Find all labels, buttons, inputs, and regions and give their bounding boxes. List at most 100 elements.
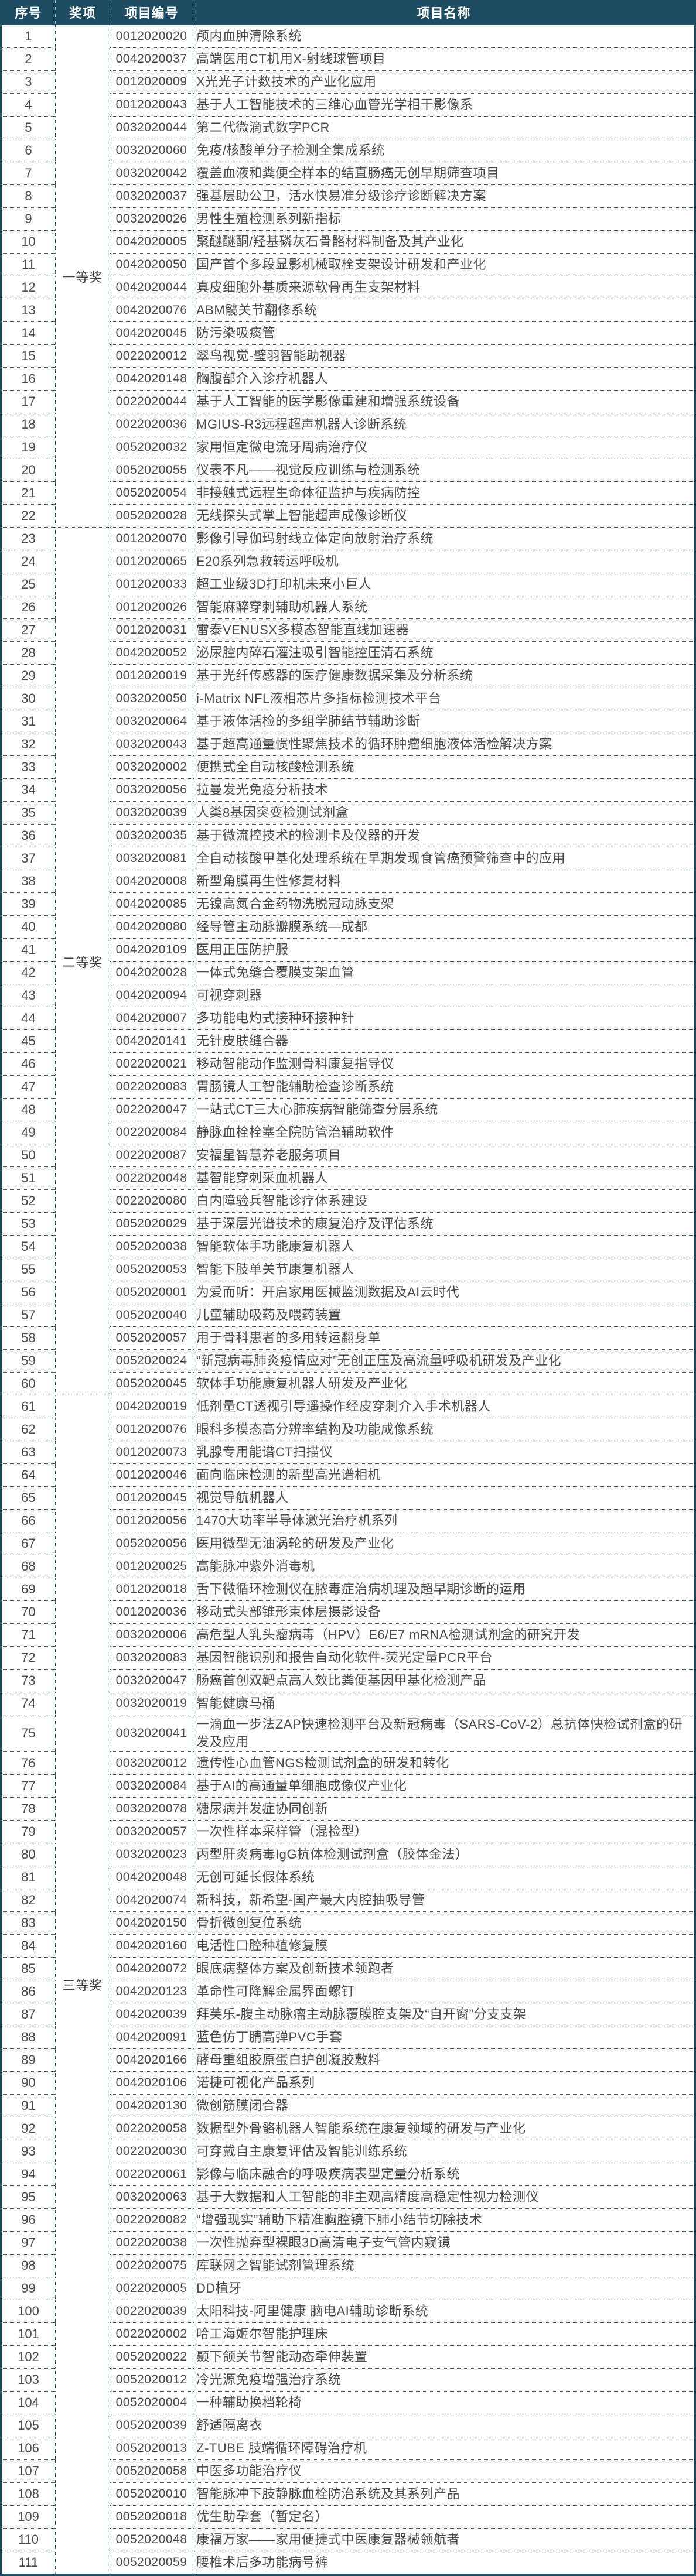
project-code-cell: 0012020043 <box>110 93 193 117</box>
table-row: 49 0022020084 静脉血栓栓塞全院防管治辅助软件 <box>1 1121 695 1144</box>
serial-cell: 75 <box>1 1715 56 1752</box>
project-code-cell: 0032020006 <box>110 1623 193 1647</box>
project-name-cell: 胃肠镜人工智能辅助检查诊断系统 <box>193 1075 695 1099</box>
table-row: 4 0012020043 基于人工智能技术的三维心血管光学相干影像系 <box>1 93 695 117</box>
project-name-cell: 安福星智慧养老服务项目 <box>193 1144 695 1167</box>
table-row: 34 0032020056 拉曼发光免疫分析技术 <box>1 778 695 802</box>
project-name-cell: 无线探头式掌上智能超声成像诊断仪 <box>193 504 695 528</box>
serial-cell: 12 <box>1 276 56 299</box>
project-code-cell: 0022020087 <box>110 1144 193 1167</box>
serial-cell: 82 <box>1 1889 56 1912</box>
table-row: 25 0012020033 超工业级3D打印机未来小巨人 <box>1 573 695 596</box>
serial-cell: 79 <box>1 1820 56 1843</box>
serial-cell: 52 <box>1 1189 56 1213</box>
table-row: 14 0042020045 防污染吸痰管 <box>1 321 695 345</box>
project-name-cell: 新型角膜再生性修复材料 <box>193 870 695 893</box>
serial-cell: 20 <box>1 459 56 482</box>
table-row: 6 0032020060 免疫/核酸单分子检测全集成系统 <box>1 139 695 162</box>
project-name-cell: 拉曼发光免疫分析技术 <box>193 778 695 802</box>
project-name-cell: MGIUS-R3远程超声机器人诊断系统 <box>193 413 695 436</box>
project-code-cell: 0032020084 <box>110 1774 193 1798</box>
table-row: 84 0042020160 电活性口腔种植修复膜 <box>1 1934 695 1958</box>
project-code-cell: 0032020056 <box>110 778 193 802</box>
serial-cell: 60 <box>1 1372 56 1395</box>
project-code-cell: 0042020130 <box>110 2094 193 2117</box>
project-name-cell: 第二代微滴式数字PCR <box>193 116 695 139</box>
table-row: 54 0052020038 智能软体手功能康复机器人 <box>1 1235 695 1258</box>
table-row: 76 0032020012 遗传性心血管NGS检测试剂盒的研发和转化 <box>1 1751 695 1775</box>
table-row: 71 0032020006 高危型人乳头瘤病毒（HPV）E6/E7 mRNA检测试剂… <box>1 1623 695 1647</box>
serial-cell: 41 <box>1 938 56 962</box>
serial-cell: 7 <box>1 162 56 185</box>
serial-cell: 18 <box>1 413 56 436</box>
serial-cell: 69 <box>1 1578 56 1601</box>
table-row: 59 0052020024 “新冠病毒肺炎疫情应对”无创正压及高流量呼吸机研发及产业… <box>1 1349 695 1373</box>
project-name-cell: 影像引导伽玛射线立体定向放射治疗系统 <box>193 527 695 550</box>
table-row: 22 0052020028 无线探头式掌上智能超声成像诊断仪 <box>1 504 695 528</box>
project-code-cell: 0052020048 <box>110 2528 193 2551</box>
serial-cell: 23 <box>1 527 56 550</box>
project-code-cell: 0012020070 <box>110 527 193 550</box>
project-name-cell: 面向临床检测的新型高光谱相机 <box>193 1463 695 1487</box>
project-code-cell: 0052020028 <box>110 504 193 528</box>
project-code-cell: 0012020065 <box>110 550 193 573</box>
serial-cell: 65 <box>1 1486 56 1510</box>
project-code-cell: 0032020023 <box>110 1843 193 1866</box>
table-row: 23 二等奖 0012020070 影像引导伽玛射线立体定向放射治疗系统 <box>1 527 695 1395</box>
serial-cell: 1 <box>1 25 56 48</box>
project-code-cell: 0022020038 <box>110 2231 193 2255</box>
table-row: 30 0032020050 i-Matrix NFL液相芯片多指标检测技术平台 <box>1 687 695 710</box>
project-code-cell: 0022020036 <box>110 413 193 436</box>
table-row: 96 0022020082 “增强现实”辅助下精准胸腔镜下肺小结节切除技术 <box>1 2208 695 2232</box>
table-row: 97 0022020038 一次性抛弃型裸眼3D高清电子支气管内窥镜 <box>1 2231 695 2255</box>
serial-cell: 21 <box>1 481 56 505</box>
project-name-cell: X光光子计数技术的产业化应用 <box>193 70 695 94</box>
table-row: 52 0022020080 白内障验兵智能诊疗体系建设 <box>1 1189 695 1213</box>
serial-cell: 33 <box>1 755 56 779</box>
serial-cell: 34 <box>1 778 56 802</box>
serial-cell: 29 <box>1 664 56 687</box>
table-row: 105 0052020039 舒适隔离衣 <box>1 2414 695 2437</box>
project-name-cell: 革命性可降解金属界面螺钉 <box>193 1980 695 2003</box>
project-name-cell: 家用恒定微电流牙周病治疗仪 <box>193 436 695 459</box>
project-name-cell: E20系列急救转运呼吸机 <box>193 550 695 573</box>
project-name-cell: 经导管主动脉瓣膜系统—成都 <box>193 915 695 939</box>
serial-cell: 86 <box>1 1980 56 2003</box>
table-row: 80 0032020023 丙型肝炎病毒IgG抗体检测试剂盒（胶体金法） <box>1 1843 695 1866</box>
project-name-cell: 免疫/核酸单分子检测全集成系统 <box>193 139 695 162</box>
project-code-cell: 0052020058 <box>110 2459 193 2483</box>
project-name-cell: 电活性口腔种植修复膜 <box>193 1934 695 1958</box>
project-code-cell: 0032020063 <box>110 2185 193 2209</box>
table-row: 16 0042020148 胸腹部介入诊疗机器人 <box>1 367 695 391</box>
table-row: 89 0042020166 酵母重组胶原蛋白护创凝胶敷料 <box>1 2048 695 2072</box>
project-code-cell: 0022020083 <box>110 1075 193 1099</box>
table-row: 94 0022020061 影像与临床融合的呼吸疾病表型定量分析系统 <box>1 2163 695 2186</box>
serial-cell: 63 <box>1 1441 56 1464</box>
project-name-cell: 颅内血肿清除系统 <box>193 25 695 48</box>
project-name-cell: 基于大数据和人工智能的非主观高精度高稳定性视力检测仪 <box>193 2185 695 2209</box>
project-name-cell: 翠鸟视觉-璧羽智能助视器 <box>193 344 695 368</box>
award-cell: 三等奖 <box>55 1395 110 2575</box>
project-name-cell: 舒适隔离衣 <box>193 2414 695 2437</box>
serial-cell: 6 <box>1 139 56 162</box>
project-name-cell: 多功能电灼式接种环接种针 <box>193 1007 695 1030</box>
table-row: 21 0052020054 非接触式远程生命体征监护与疾病防控 <box>1 481 695 505</box>
serial-cell: 87 <box>1 2003 56 2026</box>
project-code-cell: 0042020050 <box>110 253 193 276</box>
project-code-cell: 0032020002 <box>110 755 193 779</box>
project-name-cell: 无镍高氮合金药物洗脱冠动脉支架 <box>193 892 695 916</box>
award-cell: 一等奖 <box>55 25 110 528</box>
project-code-cell: 0032020037 <box>110 184 193 208</box>
project-code-cell: 0012020020 <box>110 25 193 48</box>
project-code-cell: 0012020031 <box>110 618 193 642</box>
project-code-cell: 0032020081 <box>110 847 193 870</box>
project-name-cell: 基智能穿刺采血机器人 <box>193 1166 695 1190</box>
project-name-cell: 眼科多模态高分辨率结构及功能成像系统 <box>193 1418 695 1441</box>
table-row: 74 0032020019 智能健康马桶 <box>1 1692 695 1715</box>
project-code-cell: 0052020056 <box>110 1532 193 1555</box>
project-name-cell: 康福万家——家用便捷式中医康复器械领航者 <box>193 2528 695 2551</box>
project-code-cell: 0012020019 <box>110 664 193 687</box>
serial-cell: 89 <box>1 2048 56 2072</box>
project-name-cell: 移动智能动作监测骨科康复指导仪 <box>193 1052 695 1076</box>
project-code-cell: 0032020078 <box>110 1797 193 1821</box>
